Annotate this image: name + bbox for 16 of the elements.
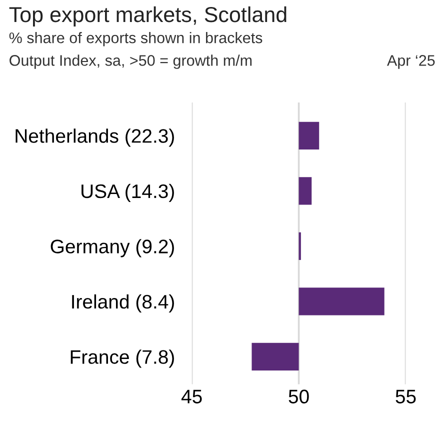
y-tick-label: Ireland (8.4) [72,294,174,312]
x-tick-label: 50 [288,390,309,404]
y-tick-label: USA (14.3) [82,184,174,202]
y-tick-label: Germany (9.2) [50,239,174,258]
text: Apr ‘25 [386,55,435,69]
x-tick-label: 55 [396,390,416,404]
y-tick-label: France (7.8) [70,350,174,368]
bar [298,288,384,316]
chart-subtitle: % share of exports shown in brackets [9,32,262,46]
bar [298,122,320,150]
bar [252,342,299,370]
y-tick-label: Netherlands (22.3) [16,128,174,147]
text: Output Index, sa, >50 = growth m/m [10,54,252,69]
bar [298,177,312,205]
x-tick-label: 45 [181,390,202,404]
chart-title: Top export markets, Scotland [9,6,286,26]
